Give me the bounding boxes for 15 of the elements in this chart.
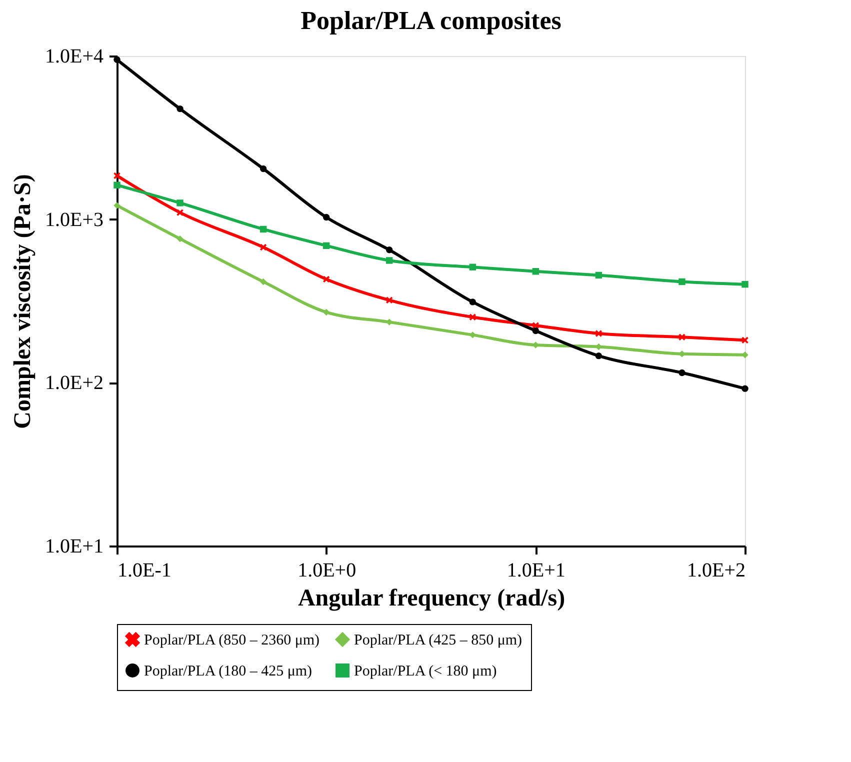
y-tick-label: 1.0E+1 [45, 536, 104, 558]
x-tick-label: 1.0E-1 [118, 560, 172, 582]
y-tick-label: 1.0E+2 [45, 372, 104, 394]
y-tick-label: 1.0E+3 [45, 208, 104, 231]
x-tick-label: 1.0E+1 [506, 560, 566, 582]
legend-label: Poplar/PLA (< 180 μm) [354, 664, 497, 680]
legend-label: Poplar/PLA (850 – 2360 μm) [144, 632, 320, 649]
x-axis-title: Angular frequency (rad/s) [298, 586, 566, 612]
y-axis-title: Complex viscosity (Pa·S) [10, 174, 36, 429]
y-tick-label: 1.0E+4 [45, 46, 104, 68]
legend-label: Poplar/PLA (425 – 850 μm) [354, 632, 522, 649]
chart-title: Poplar/PLA composites [300, 6, 562, 35]
x-tick-label: 1.0E+0 [298, 560, 356, 582]
x-tick-label: 1.0E+2 [687, 560, 746, 582]
legend-label: Poplar/PLA (180 – 425 μm) [144, 664, 312, 680]
